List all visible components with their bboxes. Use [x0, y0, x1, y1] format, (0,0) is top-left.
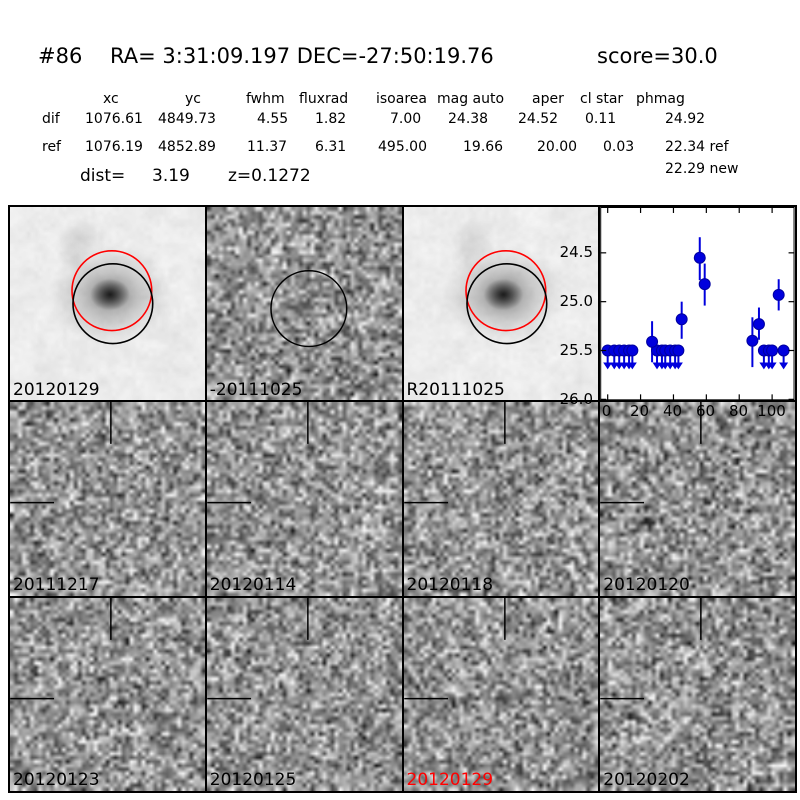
- cell-ref-phmag: 22.34 ref: [665, 139, 729, 155]
- cell-ref-mag-auto: 19.66: [463, 139, 504, 155]
- dist-label: dist=: [80, 166, 126, 186]
- col-header-cl-star: cl star: [580, 91, 624, 107]
- col-header-xc: xc: [103, 91, 119, 107]
- cell-ref-isoarea: 495.00: [378, 139, 427, 155]
- aperture-circles-overlay: [464, 250, 548, 345]
- cutout-20120118-6: 20120118: [402, 401, 600, 597]
- cutout-date-label: 20120129: [13, 379, 100, 400]
- cell-ref-cl-star: 0.03: [603, 139, 635, 155]
- target-crosshair-overlay: [10, 597, 112, 700]
- cell-ref-fwhm: 11.37: [247, 139, 288, 155]
- cutout-20111025-2: R20111025: [402, 206, 600, 402]
- cutout-date-label: 20120129: [406, 770, 494, 791]
- cutout-date-label: 20111217: [13, 575, 100, 596]
- row-label-ref: ref: [42, 139, 61, 155]
- aperture-circles-overlay: [71, 250, 154, 345]
- cutout-date-label: 20120125: [209, 770, 297, 791]
- cutout-20120125-9: 20120125: [205, 596, 403, 792]
- target-crosshair-overlay: [206, 597, 309, 700]
- cell-dif-phmag: 24.92: [665, 111, 706, 127]
- cell-dif-aper: 24.52: [518, 111, 559, 127]
- cutout-20120123-8: 20120123: [9, 596, 206, 792]
- cutout-20111025-1: -20111025: [205, 206, 403, 402]
- redshift-value: z=0.1272: [228, 166, 311, 186]
- cutout-20120129-10: 20120129: [402, 596, 600, 792]
- target-crosshair-overlay: [600, 597, 702, 700]
- cell-dif-cl-star: 0.11: [585, 111, 617, 127]
- cutout-date-label: -20111025: [209, 379, 303, 400]
- col-header-mag-auto: mag auto: [437, 91, 505, 107]
- coordinates: RA= 3:31:09.197 DEC=-27:50:19.76: [110, 44, 494, 68]
- dist-value: 3.19: [152, 166, 190, 186]
- target-crosshair-overlay: [403, 597, 506, 700]
- cutout-20111217-4: 20111217: [9, 401, 206, 597]
- col-header-phmag: phmag: [636, 91, 685, 107]
- cutout-date-label: 20120202: [603, 770, 690, 791]
- cell-dif-isoarea: 7.00: [390, 111, 422, 127]
- cell-phmag-new: 22.29 new: [665, 161, 739, 177]
- cell-dif-yc: 4849.73: [158, 111, 216, 127]
- cell-dif-fluxrad: 1.82: [315, 111, 347, 127]
- col-header-yc: yc: [185, 91, 201, 107]
- cell-ref-yc: 4852.89: [158, 139, 216, 155]
- circle-overlay: [269, 270, 348, 348]
- cutout-20120202-11: 20120202: [599, 596, 796, 792]
- target-crosshair-overlay: [600, 402, 702, 504]
- cutout-20120120-7: 20120120: [599, 401, 796, 597]
- cutout-date-label: 20120114: [209, 575, 297, 596]
- target-crosshair-overlay: [10, 402, 112, 504]
- cutout-date-label: 20120120: [603, 575, 690, 596]
- target-crosshair-overlay: [403, 402, 506, 504]
- col-header-fwhm: fwhm: [246, 91, 285, 107]
- cutout-date-label: 20120123: [13, 770, 100, 791]
- col-header-isoarea: isoarea: [376, 91, 427, 107]
- cell-dif-fwhm: 4.55: [257, 111, 289, 127]
- cell-dif-xc: 1076.61: [85, 111, 143, 127]
- cutout-date-label: R20111025: [406, 379, 505, 400]
- lightcurve-svg: [600, 207, 795, 401]
- row-label-dif: dif: [42, 111, 60, 127]
- cell-ref-aper: 20.00: [537, 139, 578, 155]
- lightcurve-plot: [599, 206, 796, 402]
- col-header-fluxrad: fluxrad: [299, 91, 349, 107]
- cell-dif-mag-auto: 24.38: [448, 111, 489, 127]
- cell-ref-fluxrad: 6.31: [315, 139, 347, 155]
- cutout-date-label: 20120118: [406, 575, 494, 596]
- cutout-20120114-5: 20120114: [205, 401, 403, 597]
- target-crosshair-overlay: [206, 402, 309, 504]
- cutout-20120129-0: 20120129: [9, 206, 206, 402]
- cell-ref-xc: 1076.19: [85, 139, 143, 155]
- candidate-id: #86: [38, 44, 83, 68]
- score-value: score=30.0: [597, 44, 718, 68]
- col-header-aper: aper: [532, 91, 564, 107]
- cutout-grid: 20120129 -20111025 R20111025 20111217 201201…: [8, 205, 797, 793]
